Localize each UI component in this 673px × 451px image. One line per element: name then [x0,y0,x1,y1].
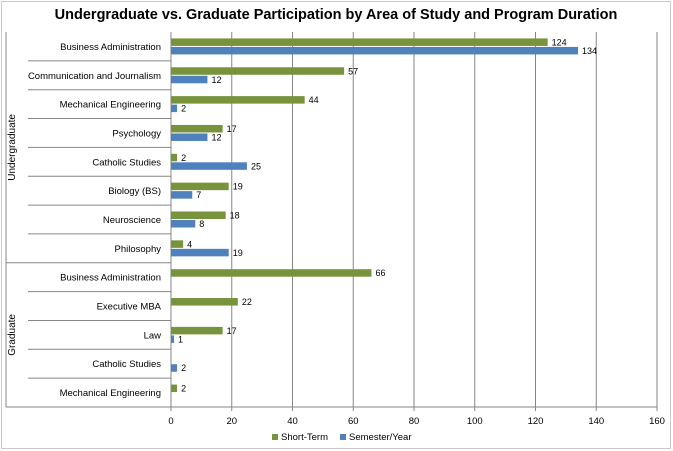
data-label: 18 [230,211,240,221]
bar [171,211,226,219]
data-label: 12 [211,132,221,142]
data-label: 22 [242,297,252,307]
category-label: Philosophy [115,244,162,255]
data-label: 1 [178,334,183,344]
data-label: 2 [181,104,186,114]
x-tick-label: 20 [226,416,237,427]
bar [171,191,193,199]
bar [171,75,208,84]
group-label: Undergraduate [7,114,18,181]
data-label: 12 [211,75,221,85]
category-label: Mechanical Engineering [60,100,161,111]
data-label: 124 [552,37,567,47]
bar [171,133,208,141]
bar [171,248,229,257]
category-label: Communication and Journalism [28,71,161,82]
bar [171,240,184,248]
data-label: 2 [181,363,186,373]
data-label: 134 [582,46,597,56]
bar [171,220,196,228]
bar [171,269,372,277]
bar [171,298,238,306]
x-tick-label: 120 [528,416,544,427]
bar [171,38,548,46]
data-label: 4 [187,239,192,249]
category-label: Mechanical Engineering [60,388,161,399]
bar [171,104,178,113]
data-label: 7 [196,190,201,200]
data-label: 17 [227,326,237,336]
category-label: Catholic Studies [92,359,161,370]
category-label: Biology (BS) [108,186,161,197]
bar [171,96,305,104]
group-label: Graduate [7,314,18,356]
x-tick-label: 40 [287,416,298,427]
data-label: 2 [181,153,186,163]
data-label: 57 [348,66,358,76]
x-tick-label: 100 [467,416,483,427]
bar [171,162,247,170]
category-label: Law [144,330,162,341]
x-tick-label: 60 [348,416,359,427]
bar [171,124,223,133]
data-label: 2 [181,384,186,394]
legend-swatch [340,434,346,440]
bar [171,384,178,393]
data-label: 8 [199,219,204,229]
bar [171,46,579,55]
data-label: 66 [375,268,385,278]
data-label: 19 [233,182,243,192]
data-label: 17 [227,124,237,134]
bar [171,182,229,191]
legend-swatch [272,434,278,440]
category-label: Business Administration [60,273,161,284]
x-tick-label: 0 [168,416,173,427]
category-label: Business Administration [60,42,161,53]
chart-title: Undergraduate vs. Graduate Participation… [55,7,618,23]
bar [171,335,175,343]
bar [171,364,178,372]
x-tick-label: 80 [409,416,420,427]
data-label: 25 [251,161,261,171]
legend-label: Short-Term [281,432,328,443]
category-label: Executive MBA [97,302,162,313]
category-label: Psychology [112,128,161,139]
bar [171,153,178,162]
category-label: Neuroscience [103,215,161,226]
x-tick-label: 140 [588,416,604,427]
bar [171,67,345,75]
data-label: 44 [309,95,319,105]
category-label: Catholic Studies [92,157,161,168]
bar [171,326,223,335]
x-tick-label: 160 [649,416,665,427]
data-label: 19 [233,248,243,258]
legend-label: Semester/Year [349,432,412,443]
